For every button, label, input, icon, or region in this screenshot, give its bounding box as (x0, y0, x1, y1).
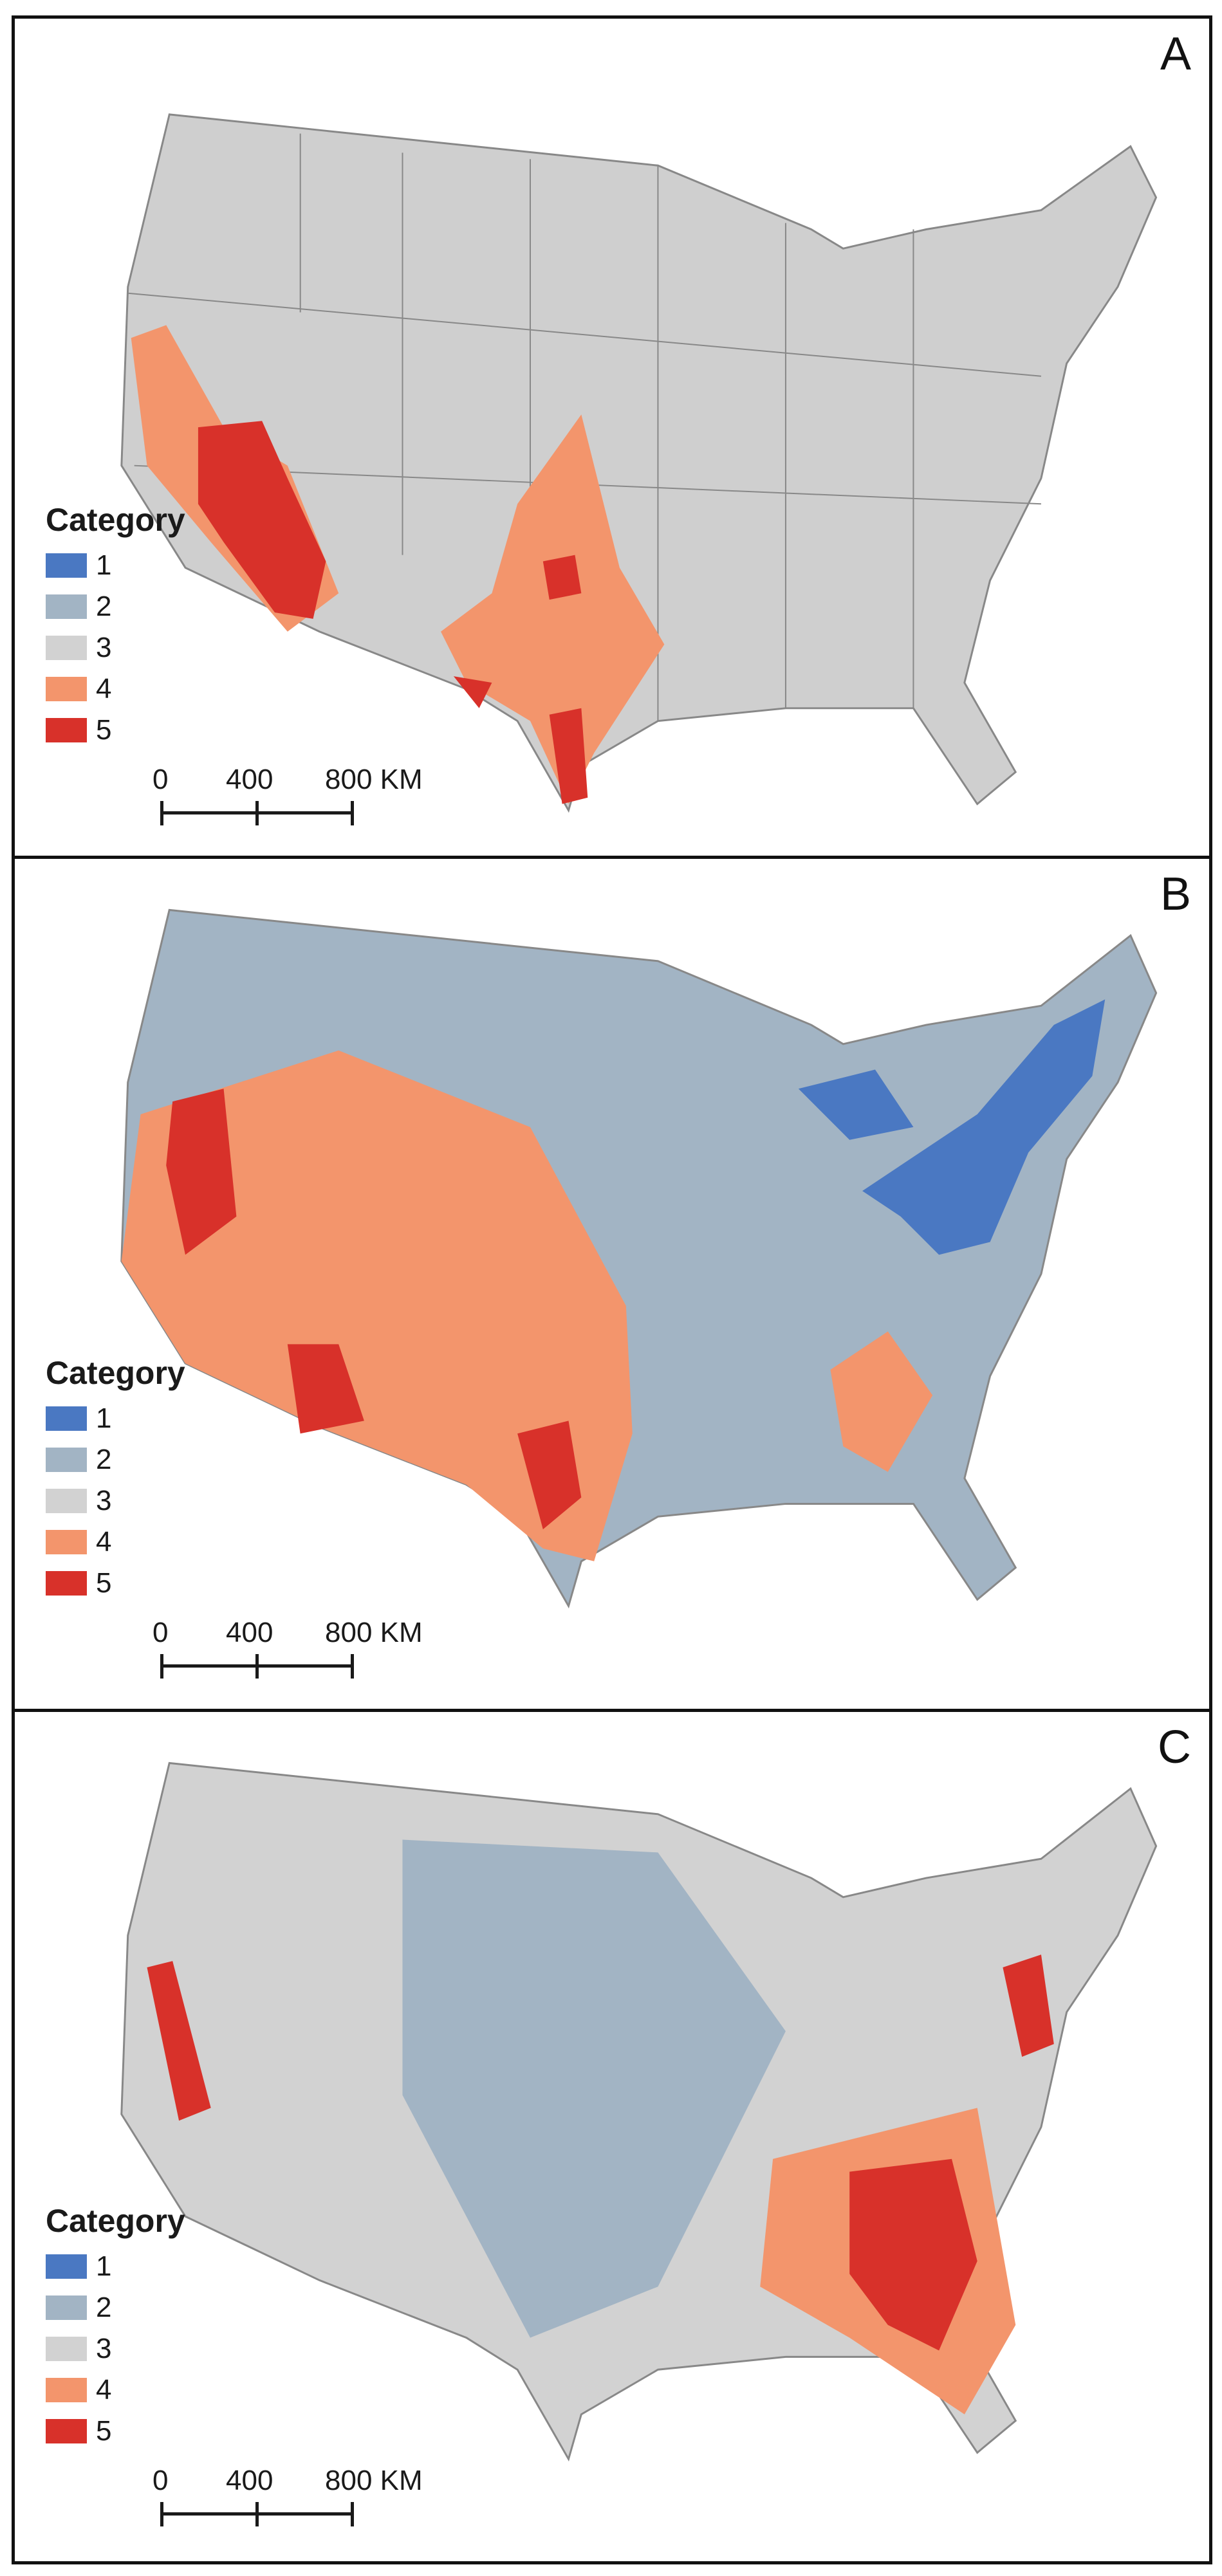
high-risk-west-4 (121, 1050, 933, 1561)
legend-item: 2 (46, 1439, 185, 1480)
scale-tick (255, 2502, 259, 2526)
scale-tick (255, 1654, 259, 1679)
legend-item: 3 (46, 2328, 185, 2369)
legend-label: 4 (96, 1526, 112, 1558)
legend-label: 3 (96, 632, 112, 663)
scale-label: 800 KM (325, 2465, 423, 2496)
legend: Category 1 2 3 4 5 (46, 1354, 185, 1604)
legend-item: 1 (46, 545, 185, 586)
scale-tick (351, 801, 354, 825)
scale-bar: 0 400 800 KM (153, 2465, 423, 2535)
panel-letter: C (1158, 1722, 1191, 1773)
scale-bar: 0 400 800 KM (153, 764, 423, 834)
legend-title: Category (46, 2203, 185, 2239)
legend-label: 1 (96, 2250, 112, 2282)
legend-title: Category (46, 1355, 185, 1391)
scale-label: 400 (226, 2465, 273, 2496)
scale-tick (351, 1654, 354, 1679)
legend-label: 2 (96, 2292, 112, 2323)
us-outline (120, 113, 1158, 813)
legend-item: 1 (46, 2246, 185, 2287)
us-map-a (120, 113, 1158, 813)
mid-risk-2 (402, 1839, 786, 2338)
legend-swatch (46, 2378, 87, 2402)
legend-label: 3 (96, 2333, 112, 2364)
high-risk-west-5 (166, 1089, 582, 1530)
legend-swatch (46, 1530, 87, 1554)
legend-item: 4 (46, 1522, 185, 1563)
legend-item: 5 (46, 2411, 185, 2452)
us-map-b (120, 908, 1158, 1609)
legend-swatch (46, 1406, 87, 1431)
scale-label: 800 KM (325, 764, 423, 795)
legend-item: 5 (46, 1563, 185, 1604)
legend-item: 2 (46, 2287, 185, 2328)
legend-swatch (46, 1489, 87, 1513)
legend-label: 1 (96, 1403, 112, 1434)
legend-swatch (46, 2419, 87, 2443)
legend-swatch (46, 718, 87, 742)
scale-tick (255, 801, 259, 825)
map-panel-b: B Category 1 2 3 4 5 0 400 800 KM (12, 856, 1212, 1716)
scale-tick (160, 1654, 163, 1679)
legend-label: 5 (96, 2415, 112, 2447)
legend-label: 4 (96, 2374, 112, 2406)
legend-label: 2 (96, 591, 112, 622)
scale-tick (351, 2502, 354, 2526)
legend-item: 5 (46, 710, 185, 751)
low-risk-northeast-1 (798, 999, 1106, 1255)
legend-swatch (46, 594, 87, 619)
legend-label: 5 (96, 714, 112, 746)
legend-item: 1 (46, 1398, 185, 1439)
legend-item: 4 (46, 2369, 185, 2411)
scale-label: 0 (153, 1617, 169, 1648)
legend: Category 1 2 3 4 5 (46, 2202, 185, 2452)
legend: Category 1 2 3 4 5 (46, 501, 185, 751)
legend-label: 3 (96, 1485, 112, 1516)
legend-label: 2 (96, 1444, 112, 1475)
legend-item: 3 (46, 1480, 185, 1522)
legend-label: 5 (96, 1567, 112, 1599)
scale-label: 400 (226, 1617, 273, 1648)
legend-swatch (46, 2295, 87, 2320)
scale-label: 0 (153, 764, 169, 795)
legend-item: 3 (46, 627, 185, 668)
panel-letter: A (1160, 28, 1191, 80)
scale-label: 400 (226, 764, 273, 795)
scale-bar: 0 400 800 KM (153, 1617, 423, 1688)
state-borders (127, 133, 1041, 721)
high-risk-texas-5 (453, 555, 588, 804)
scale-tick (160, 2502, 163, 2526)
legend-title: Category (46, 502, 185, 538)
legend-swatch (46, 1571, 87, 1596)
legend-swatch (46, 636, 87, 660)
high-risk-texas-4 (441, 414, 665, 804)
legend-swatch (46, 553, 87, 578)
legend-swatch (46, 2254, 87, 2279)
legend-label: 4 (96, 673, 112, 704)
legend-item: 2 (46, 586, 185, 627)
us-map-c (120, 1762, 1158, 2462)
legend-swatch (46, 1448, 87, 1472)
scale-label: 800 KM (325, 1617, 423, 1648)
scale-tick (160, 801, 163, 825)
legend-label: 1 (96, 549, 112, 581)
legend-item: 4 (46, 668, 185, 710)
panel-letter: B (1160, 869, 1191, 920)
map-panel-a: A Category 1 2 3 4 5 0 400 800 KM (12, 15, 1212, 863)
map-panel-c: C Category 1 2 3 4 5 0 400 800 KM (12, 1709, 1212, 2564)
high-risk-southwest-5 (198, 421, 326, 619)
scale-label: 0 (153, 2465, 169, 2496)
legend-swatch (46, 677, 87, 701)
legend-swatch (46, 2337, 87, 2361)
